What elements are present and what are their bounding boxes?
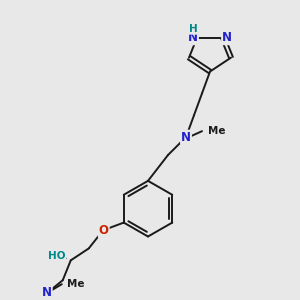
Text: HO: HO [48, 251, 65, 261]
Text: Me: Me [67, 279, 84, 289]
Text: N: N [188, 31, 198, 44]
Text: O: O [99, 224, 109, 237]
Text: N: N [222, 31, 232, 44]
Text: Me: Me [208, 126, 226, 136]
Text: N: N [42, 286, 52, 299]
Text: H: H [189, 24, 197, 34]
Text: N: N [181, 130, 191, 144]
